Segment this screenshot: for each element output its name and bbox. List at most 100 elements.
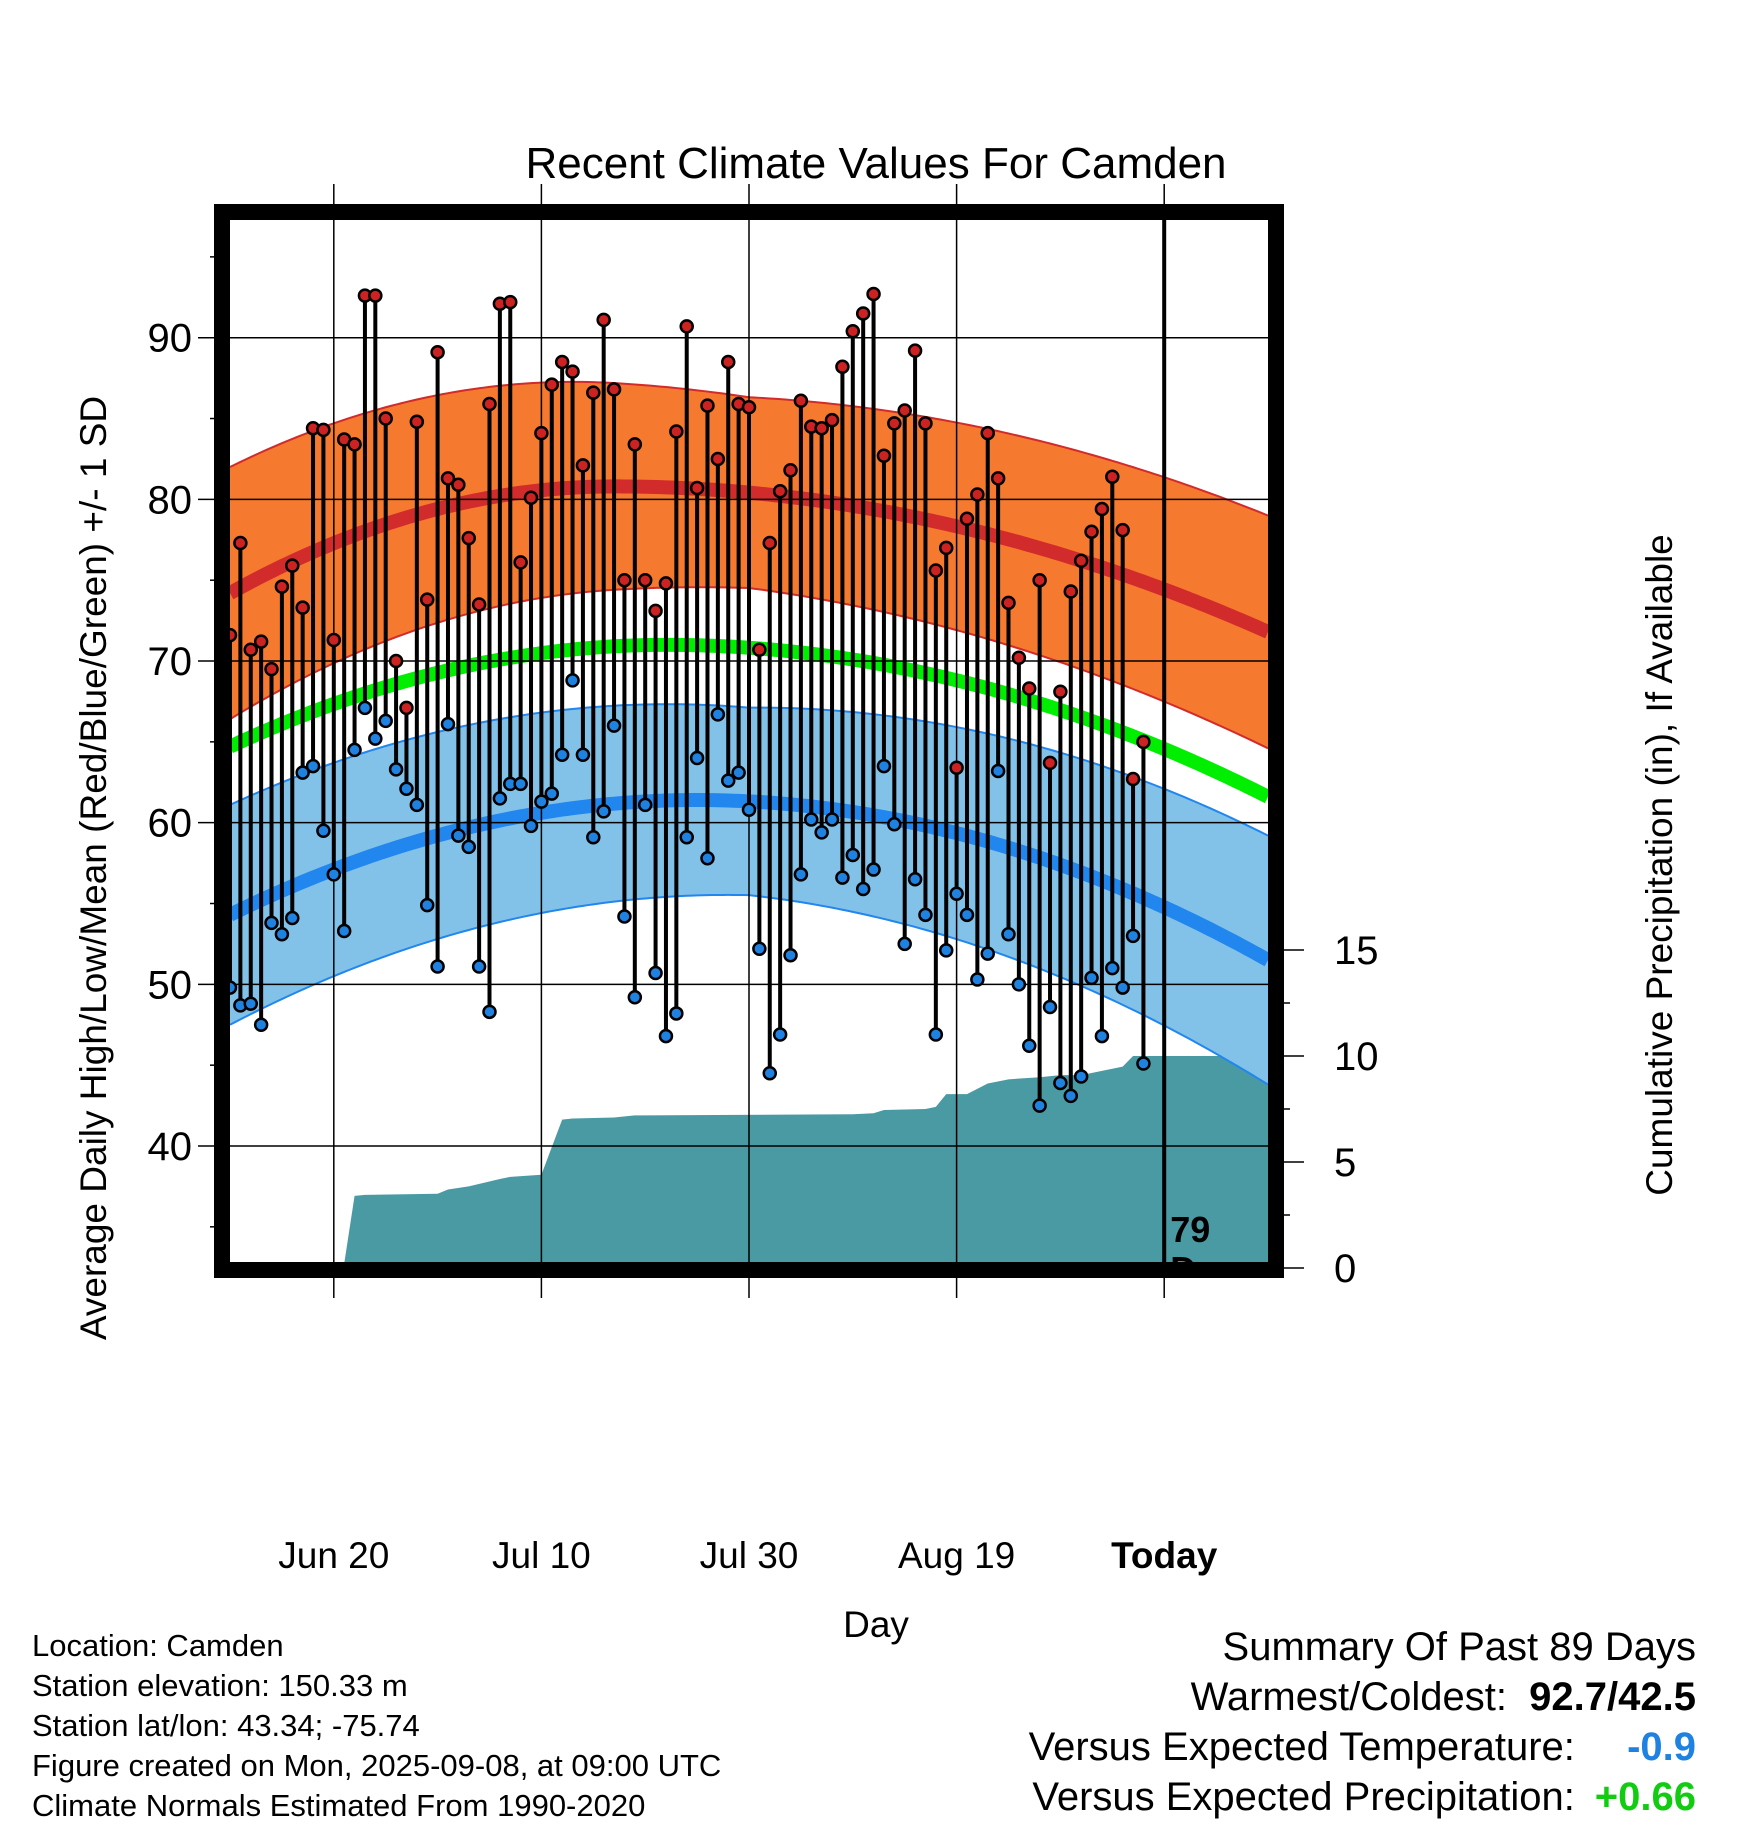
high-point — [887, 416, 902, 431]
high-point — [440, 471, 456, 486]
high-point — [1042, 755, 1058, 771]
y-left-tick-label: 60 — [148, 802, 193, 846]
low-point — [980, 946, 995, 961]
low-point — [606, 718, 622, 733]
low-point — [378, 713, 393, 729]
low-point — [720, 773, 736, 788]
high-point — [752, 642, 767, 657]
high-point — [378, 411, 393, 426]
latlon-text: Station lat/lon: 43.34; -75.74 — [32, 1708, 420, 1743]
low-point — [336, 923, 352, 939]
low-point — [1148, 0, 1160, 6]
high-point — [772, 484, 788, 499]
low-point — [1063, 1088, 1079, 1104]
low-point — [648, 965, 663, 981]
low-point — [1042, 999, 1058, 1015]
low-point — [928, 1027, 944, 1042]
y-right-tick-label: 10 — [1334, 1035, 1379, 1079]
low-point — [814, 825, 829, 840]
high-point — [1073, 553, 1089, 569]
high-point — [710, 451, 726, 467]
low-point — [1136, 1056, 1151, 1071]
high-point — [586, 385, 601, 400]
y-right-tick-label: 15 — [1334, 929, 1379, 973]
low-point — [368, 731, 383, 746]
x-tick-label: Jun 20 — [278, 1535, 389, 1576]
high-point — [523, 490, 539, 505]
low-point — [700, 850, 715, 866]
y-left-tick-label: 50 — [148, 963, 193, 1007]
station-info: Location: Camden Station elevation: 150.… — [32, 1626, 721, 1826]
axes: 40 50 60 70 80 90 0 5 10 15 Jun 20 Jul 10 Jul 30 Aug … — [148, 184, 1379, 1576]
low-point — [669, 1006, 684, 1021]
low-point — [772, 1027, 788, 1042]
high-point — [326, 632, 342, 648]
high-point — [1011, 650, 1027, 666]
low-point — [357, 700, 373, 716]
low-point — [752, 941, 767, 957]
low-point — [1125, 928, 1141, 944]
high-point — [482, 396, 497, 412]
low-point — [793, 867, 809, 882]
low-point — [876, 758, 892, 774]
high-point — [949, 760, 964, 775]
high-point — [627, 437, 643, 452]
high-point — [264, 661, 279, 677]
high-point — [554, 354, 570, 370]
low-point — [637, 797, 653, 813]
high-point — [918, 416, 933, 431]
low-point — [1032, 1098, 1047, 1113]
low-point — [430, 959, 445, 974]
high-point — [866, 286, 881, 302]
low-point — [1084, 970, 1099, 986]
high-point — [897, 403, 912, 418]
low-point — [949, 886, 964, 902]
x-tick-label: Today — [1111, 1535, 1218, 1576]
low-point — [471, 959, 487, 974]
high-point — [1032, 572, 1047, 588]
x-tick-label: Jul 10 — [492, 1535, 591, 1576]
low-point — [253, 1017, 269, 1033]
temp-row: Versus Expected Temperature: -0.9 — [1029, 1722, 1696, 1772]
high-point — [1105, 469, 1120, 484]
high-point — [368, 288, 383, 303]
high-point — [1001, 595, 1016, 611]
low-point — [710, 707, 726, 722]
y-left-tick-label: 80 — [148, 478, 193, 522]
low-point — [938, 943, 954, 958]
high-point — [596, 312, 611, 328]
high-point — [575, 458, 591, 473]
high-point — [1084, 524, 1099, 539]
high-point — [461, 530, 476, 546]
low-point — [845, 847, 861, 863]
high-point — [534, 425, 549, 441]
y-axis-label-left: Average Daily High/Low/Mean (Red/Blue/Gr… — [73, 396, 114, 1340]
high-point — [503, 294, 518, 310]
low-point — [586, 829, 601, 845]
warm-cold-row: Warmest/Coldest: 92.7/42.5 — [1029, 1672, 1696, 1722]
low-point — [305, 758, 321, 774]
low-point — [264, 915, 279, 931]
low-point — [295, 765, 310, 780]
high-point — [471, 597, 487, 612]
high-point — [274, 579, 290, 594]
low-point — [419, 897, 435, 913]
y-right-tick-label: 5 — [1334, 1141, 1356, 1185]
high-point — [835, 359, 850, 375]
low-point — [959, 907, 975, 923]
summary-panel: Summary Of Past 89 Days Warmest/Coldest:… — [1029, 1622, 1696, 1822]
high-point — [1115, 522, 1130, 538]
low-point — [461, 839, 476, 855]
low-point — [316, 823, 331, 839]
low-point — [274, 926, 290, 942]
high-point — [679, 319, 694, 334]
low-point — [866, 862, 881, 877]
low-point — [1053, 1075, 1068, 1091]
x-tick-label: Aug 19 — [898, 1535, 1015, 1576]
low-point — [783, 947, 798, 963]
warm-cold-label: Warmest/Coldest: — [1190, 1675, 1507, 1719]
low-point — [440, 716, 456, 732]
low-point — [347, 742, 362, 758]
high-point — [648, 603, 663, 619]
low-point — [835, 870, 850, 885]
